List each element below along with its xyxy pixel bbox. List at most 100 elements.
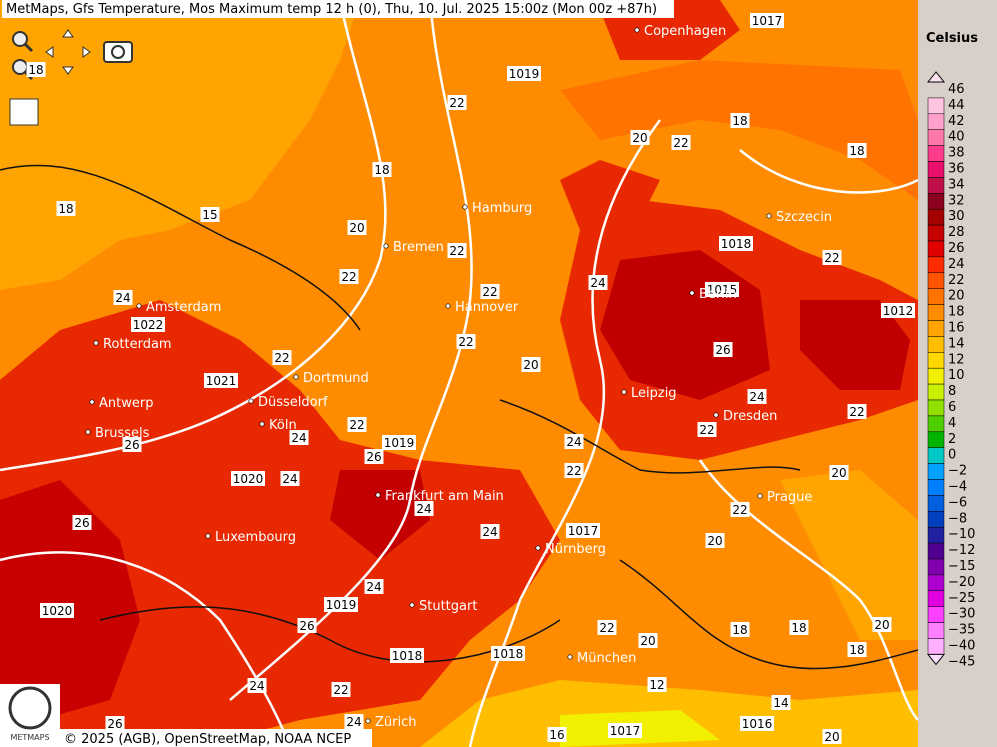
city-dot [462, 204, 468, 210]
city-label: Prague [767, 490, 812, 505]
city-dot [621, 389, 627, 395]
colorbar-swatch [927, 352, 945, 369]
contour-label-bg [771, 695, 791, 710]
colorbar-swatch [927, 495, 945, 512]
contour-label: 1019 [384, 436, 415, 450]
contour-label: 26 [366, 450, 381, 464]
contour-label-bg [730, 622, 750, 637]
city-dot [634, 27, 640, 33]
colorbar-swatch [927, 511, 945, 528]
legend-label: 18 [948, 305, 965, 320]
contour-label-bg [344, 714, 364, 729]
contour-label: 22 [566, 464, 581, 478]
contour-label: 1015 [707, 283, 738, 297]
city-label: Leipzig [631, 386, 677, 401]
city-dot [567, 654, 573, 660]
colorbar-swatch [927, 479, 945, 496]
colorbar-swatch [927, 558, 945, 576]
contour-label-bg [547, 727, 567, 742]
contour-label-bg [72, 515, 92, 530]
colorbar-swatch [927, 431, 945, 448]
legend-label: 42 [948, 114, 965, 129]
legend-label: −25 [948, 591, 975, 606]
contour-label-bg [480, 284, 500, 299]
legend-label: 4 [948, 416, 956, 431]
screenshot-button[interactable] [103, 41, 133, 63]
fullscreen-button[interactable] [9, 98, 39, 126]
contour-label-bg [200, 207, 220, 222]
contour-label-bg [447, 243, 467, 258]
city-dot [93, 340, 99, 346]
contour-label-bg [872, 617, 892, 632]
colorbar-swatch [927, 145, 945, 162]
legend-label: 20 [948, 289, 965, 304]
city-dot [757, 493, 763, 499]
contour-label-bg [331, 682, 351, 697]
colorbar-swatch [927, 161, 945, 178]
contour-label-bg [347, 417, 367, 432]
city-label: Düsseldorf [258, 395, 328, 410]
contour-label-bg [113, 290, 133, 305]
colorbar: 4644424038363432302826242220181614121086… [926, 71, 975, 669]
colorbar-swatch [927, 208, 945, 226]
legend-label: 0 [948, 448, 956, 463]
city-label: Köln [269, 418, 297, 433]
contour-label-bg [390, 648, 424, 663]
contour-label: 18 [732, 114, 747, 128]
zoom-in[interactable] [12, 31, 34, 53]
city-label: Szczecin [776, 210, 832, 225]
contour-label-bg [507, 66, 541, 81]
contour-label: 20 [523, 358, 538, 372]
colorbar-swatch [927, 288, 945, 305]
contour-label: 24 [590, 276, 605, 290]
city-label: Nürnberg [545, 542, 606, 557]
city-label: München [577, 651, 636, 666]
contour-label-bg [647, 677, 667, 692]
contour-label: 1020 [233, 472, 264, 486]
contour-label-bg [566, 523, 600, 538]
contour-label: 22 [699, 423, 714, 437]
colorbar-swatch [927, 463, 945, 480]
contour-label: 22 [482, 285, 497, 299]
contour-label-bg [564, 463, 584, 478]
colorbar-swatch [927, 177, 945, 194]
contour-label: 1017 [568, 524, 599, 538]
contour-label-bg [564, 434, 584, 449]
contour-label: 1022 [133, 318, 164, 332]
colorbar-cap [926, 653, 946, 666]
contour-label: 22 [333, 683, 348, 697]
contour-label: 14 [773, 696, 788, 710]
legend-label: 6 [948, 400, 956, 415]
city-label: Bremen [393, 240, 444, 255]
contour-label: 1020 [42, 604, 73, 618]
legend-label: −2 [948, 464, 967, 479]
contour-label-bg [272, 350, 292, 365]
legend-label: 44 [948, 98, 965, 113]
contour-label: 24 [482, 525, 497, 539]
colorbar-swatch [927, 129, 945, 146]
legend-label: −40 [948, 639, 975, 654]
contour-label-bg [480, 524, 500, 539]
legend-label: 2 [948, 432, 956, 447]
city-dot [383, 243, 389, 249]
legend-label: −45 [948, 654, 975, 669]
contour-label: 1016 [742, 717, 773, 731]
contour-label: 1018 [721, 237, 752, 251]
city-label: Dresden [723, 409, 777, 424]
contour-label: 18 [849, 144, 864, 158]
colorbar-swatch [927, 542, 945, 560]
colorbar-swatch [927, 320, 945, 337]
legend-label: 46 [948, 82, 965, 97]
contour-label: 22 [458, 335, 473, 349]
contour-label-bg [638, 633, 658, 648]
city-dot [248, 398, 254, 404]
contour-label-bg [339, 269, 359, 284]
contour-label: 24 [366, 580, 381, 594]
zoom-controls [9, 29, 133, 126]
city-label: Berlin [699, 287, 737, 302]
contour-label-bg [521, 357, 541, 372]
contour-label: 18 [732, 623, 747, 637]
legend-label: 16 [948, 321, 965, 336]
pan-arrows[interactable] [45, 29, 91, 75]
temperature-field [0, 0, 918, 747]
